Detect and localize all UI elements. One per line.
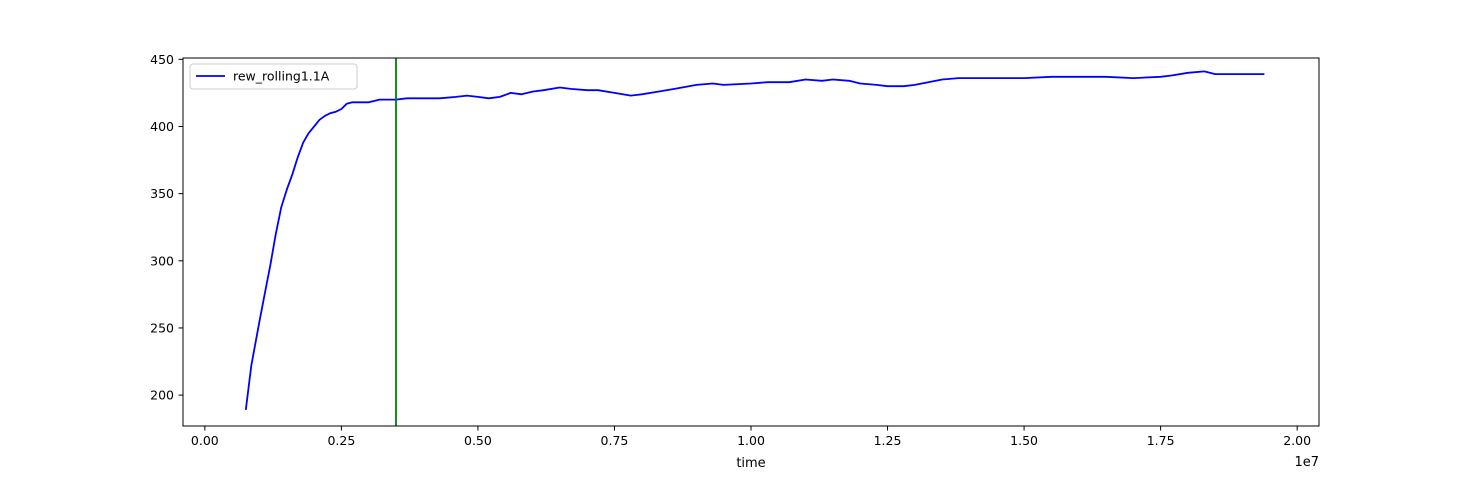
x-axis-offset-label: 1e7 [1294,455,1319,470]
legend-label: rew_rolling1.1A [233,69,330,84]
plot-background [183,58,1319,426]
series-line-0 [244,70,1265,411]
x-tick-label: 1.75 [1147,433,1175,448]
y-tick-label: 400 [150,119,174,134]
legend: rew_rolling1.1A [189,63,358,90]
plot-area [183,58,1319,426]
x-tick-label: 2.00 [1283,433,1311,448]
y-tick-label: 450 [150,52,174,67]
x-tick-label: 1.50 [1010,433,1038,448]
y-tick-label: 300 [150,253,174,268]
x-axis: 0.00 0.25 0.50 0.75 1.00 1.25 1.50 1.75 2.00 [191,426,1311,448]
x-tick-label: 0.50 [464,433,492,448]
y-axis: 200 250 300 350 400 450 [150,52,183,403]
x-tick-label: 0.75 [601,433,629,448]
x-tick-label: 1.25 [874,433,902,448]
x-tick-label: 0.25 [327,433,355,448]
x-tick-label: 1.00 [737,433,765,448]
x-tick-label: 0.00 [191,433,219,448]
y-tick-label: 200 [150,388,174,403]
x-axis-label: time [736,456,765,471]
y-tick-label: 350 [150,186,174,201]
y-tick-label: 250 [150,320,174,335]
series-layer [244,70,1265,411]
legend-box [189,63,358,90]
